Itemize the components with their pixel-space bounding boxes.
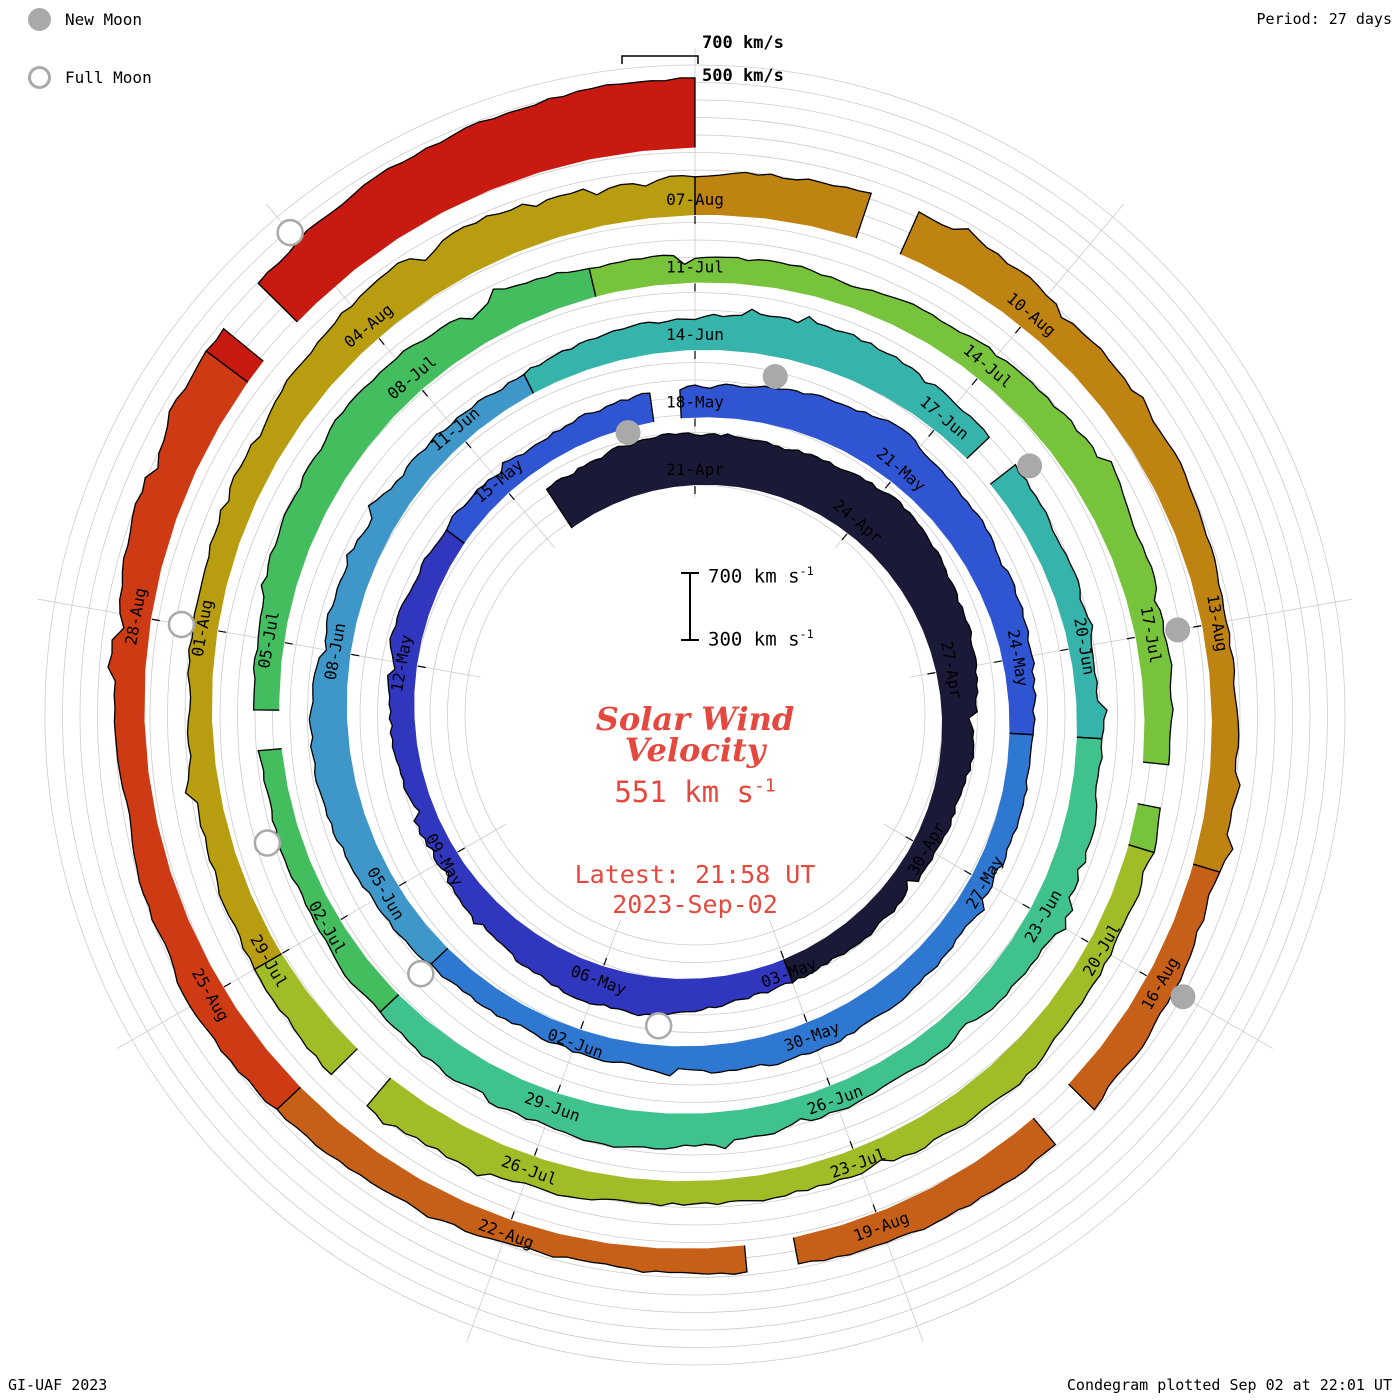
velocity-trace-outline	[257, 77, 696, 323]
latest-date-label: 2023-Sep-02	[612, 890, 778, 919]
velocity-band-segment	[990, 464, 1107, 739]
velocity-trace-outline	[387, 529, 794, 1017]
legend-full-moon: Full Moon	[28, 66, 152, 89]
full-moon-marker	[276, 218, 304, 247]
moon-markers	[167, 218, 1196, 1040]
inner-scale-700-label: 700 km s-1	[708, 564, 814, 588]
new-moon-marker	[615, 420, 641, 446]
date-ticks	[151, 216, 1202, 1220]
date-label: 14-Jun	[666, 325, 724, 344]
full-moon-icon	[28, 66, 51, 89]
new-moon-icon	[28, 8, 51, 31]
velocity-trace-outline	[899, 210, 1241, 873]
velocity-trace-outline	[107, 350, 301, 1111]
velocity-trace-outline	[792, 1117, 1057, 1265]
velocity-band-segment	[695, 172, 872, 238]
legend-full-moon-label: Full Moon	[65, 68, 152, 87]
new-moon-marker	[1170, 984, 1196, 1010]
plot-title-line2: Velocity	[624, 731, 766, 769]
velocity-band-segment	[1128, 803, 1161, 853]
velocity-band-segment	[254, 953, 358, 1075]
band-outline	[107, 77, 1241, 1275]
outer-scale-bracket	[621, 55, 699, 64]
velocity-trace-outline	[252, 267, 597, 711]
velocity-trace-outline	[588, 254, 1174, 766]
velocity-trace-outline	[679, 383, 1037, 736]
velocity-band-segment	[1068, 864, 1220, 1110]
velocity-band-segment	[446, 393, 654, 544]
velocity-band-segment	[546, 432, 978, 983]
velocity-trace-outline	[205, 327, 264, 383]
velocity-trace-outline	[257, 748, 400, 1013]
period-label: Period: 27 days	[1256, 10, 1392, 28]
outer-scale-700-label: 700 km/s	[702, 33, 784, 53]
velocity-trace-outline	[253, 953, 358, 1076]
plot-title-line1: Solar Wind	[595, 700, 795, 738]
velocity-band-segment	[309, 374, 534, 964]
date-label: 07-Aug	[666, 190, 724, 209]
latest-time-label: Latest: 21:58 UT	[574, 860, 816, 889]
velocity-band-segment	[524, 309, 990, 459]
full-moon-marker	[253, 829, 282, 857]
velocity-band-segment	[108, 351, 301, 1110]
velocity-band-segment	[367, 844, 1155, 1206]
velocity-band-segment	[253, 268, 596, 711]
velocity-band-segment	[679, 384, 1036, 735]
velocity-band-segment	[185, 175, 695, 970]
velocity-bands	[108, 77, 1240, 1275]
velocity-trace-outline	[184, 174, 696, 971]
new-moon-marker	[1017, 453, 1043, 479]
velocity-trace-outline	[545, 432, 979, 984]
date-label: 21-Apr	[666, 460, 724, 479]
velocity-trace-outline	[366, 844, 1156, 1207]
date-label: 18-May	[666, 393, 724, 412]
new-moon-marker	[1165, 617, 1191, 643]
plotted-label: Condegram plotted Sep 02 at 22:01 UT	[1066, 1376, 1392, 1394]
velocity-band-segment	[793, 1118, 1056, 1264]
inner-scale-300-label: 300 km s-1	[708, 627, 814, 651]
velocity-trace-outline	[694, 171, 873, 239]
velocity-trace-outline	[523, 308, 991, 459]
full-moon-marker	[644, 1012, 673, 1040]
velocity-trace-outline	[276, 1086, 748, 1275]
outer-scale-500-label: 500 km/s	[702, 66, 784, 86]
center-scale-bar	[681, 572, 699, 641]
velocity-trace-outline	[430, 732, 1034, 1077]
credit-label: GI-UAF 2023	[8, 1376, 108, 1394]
velocity-band-segment	[206, 328, 264, 383]
velocity-band-segment	[589, 255, 1174, 765]
date-label: 11-Jul	[666, 258, 724, 277]
full-moon-marker	[167, 610, 196, 639]
velocity-band-segment	[431, 733, 1034, 1076]
velocity-trace-outline	[445, 392, 655, 544]
velocity-trace-outline	[308, 373, 534, 965]
velocity-trace-outline	[989, 463, 1108, 740]
current-velocity-value: 551 km s-1	[614, 775, 776, 809]
velocity-band-segment	[380, 737, 1103, 1149]
velocity-band-segment	[387, 530, 793, 1016]
velocity-band-segment	[277, 1087, 747, 1275]
legend-new-moon-label: New Moon	[65, 10, 143, 29]
velocity-band-segment	[900, 211, 1240, 873]
velocity-band-segment	[258, 748, 399, 1012]
legend-new-moon: New Moon	[28, 8, 142, 31]
velocity-band-segment	[258, 77, 695, 323]
new-moon-marker	[762, 364, 788, 390]
velocity-trace-outline	[379, 736, 1103, 1150]
full-moon-marker	[407, 959, 435, 988]
